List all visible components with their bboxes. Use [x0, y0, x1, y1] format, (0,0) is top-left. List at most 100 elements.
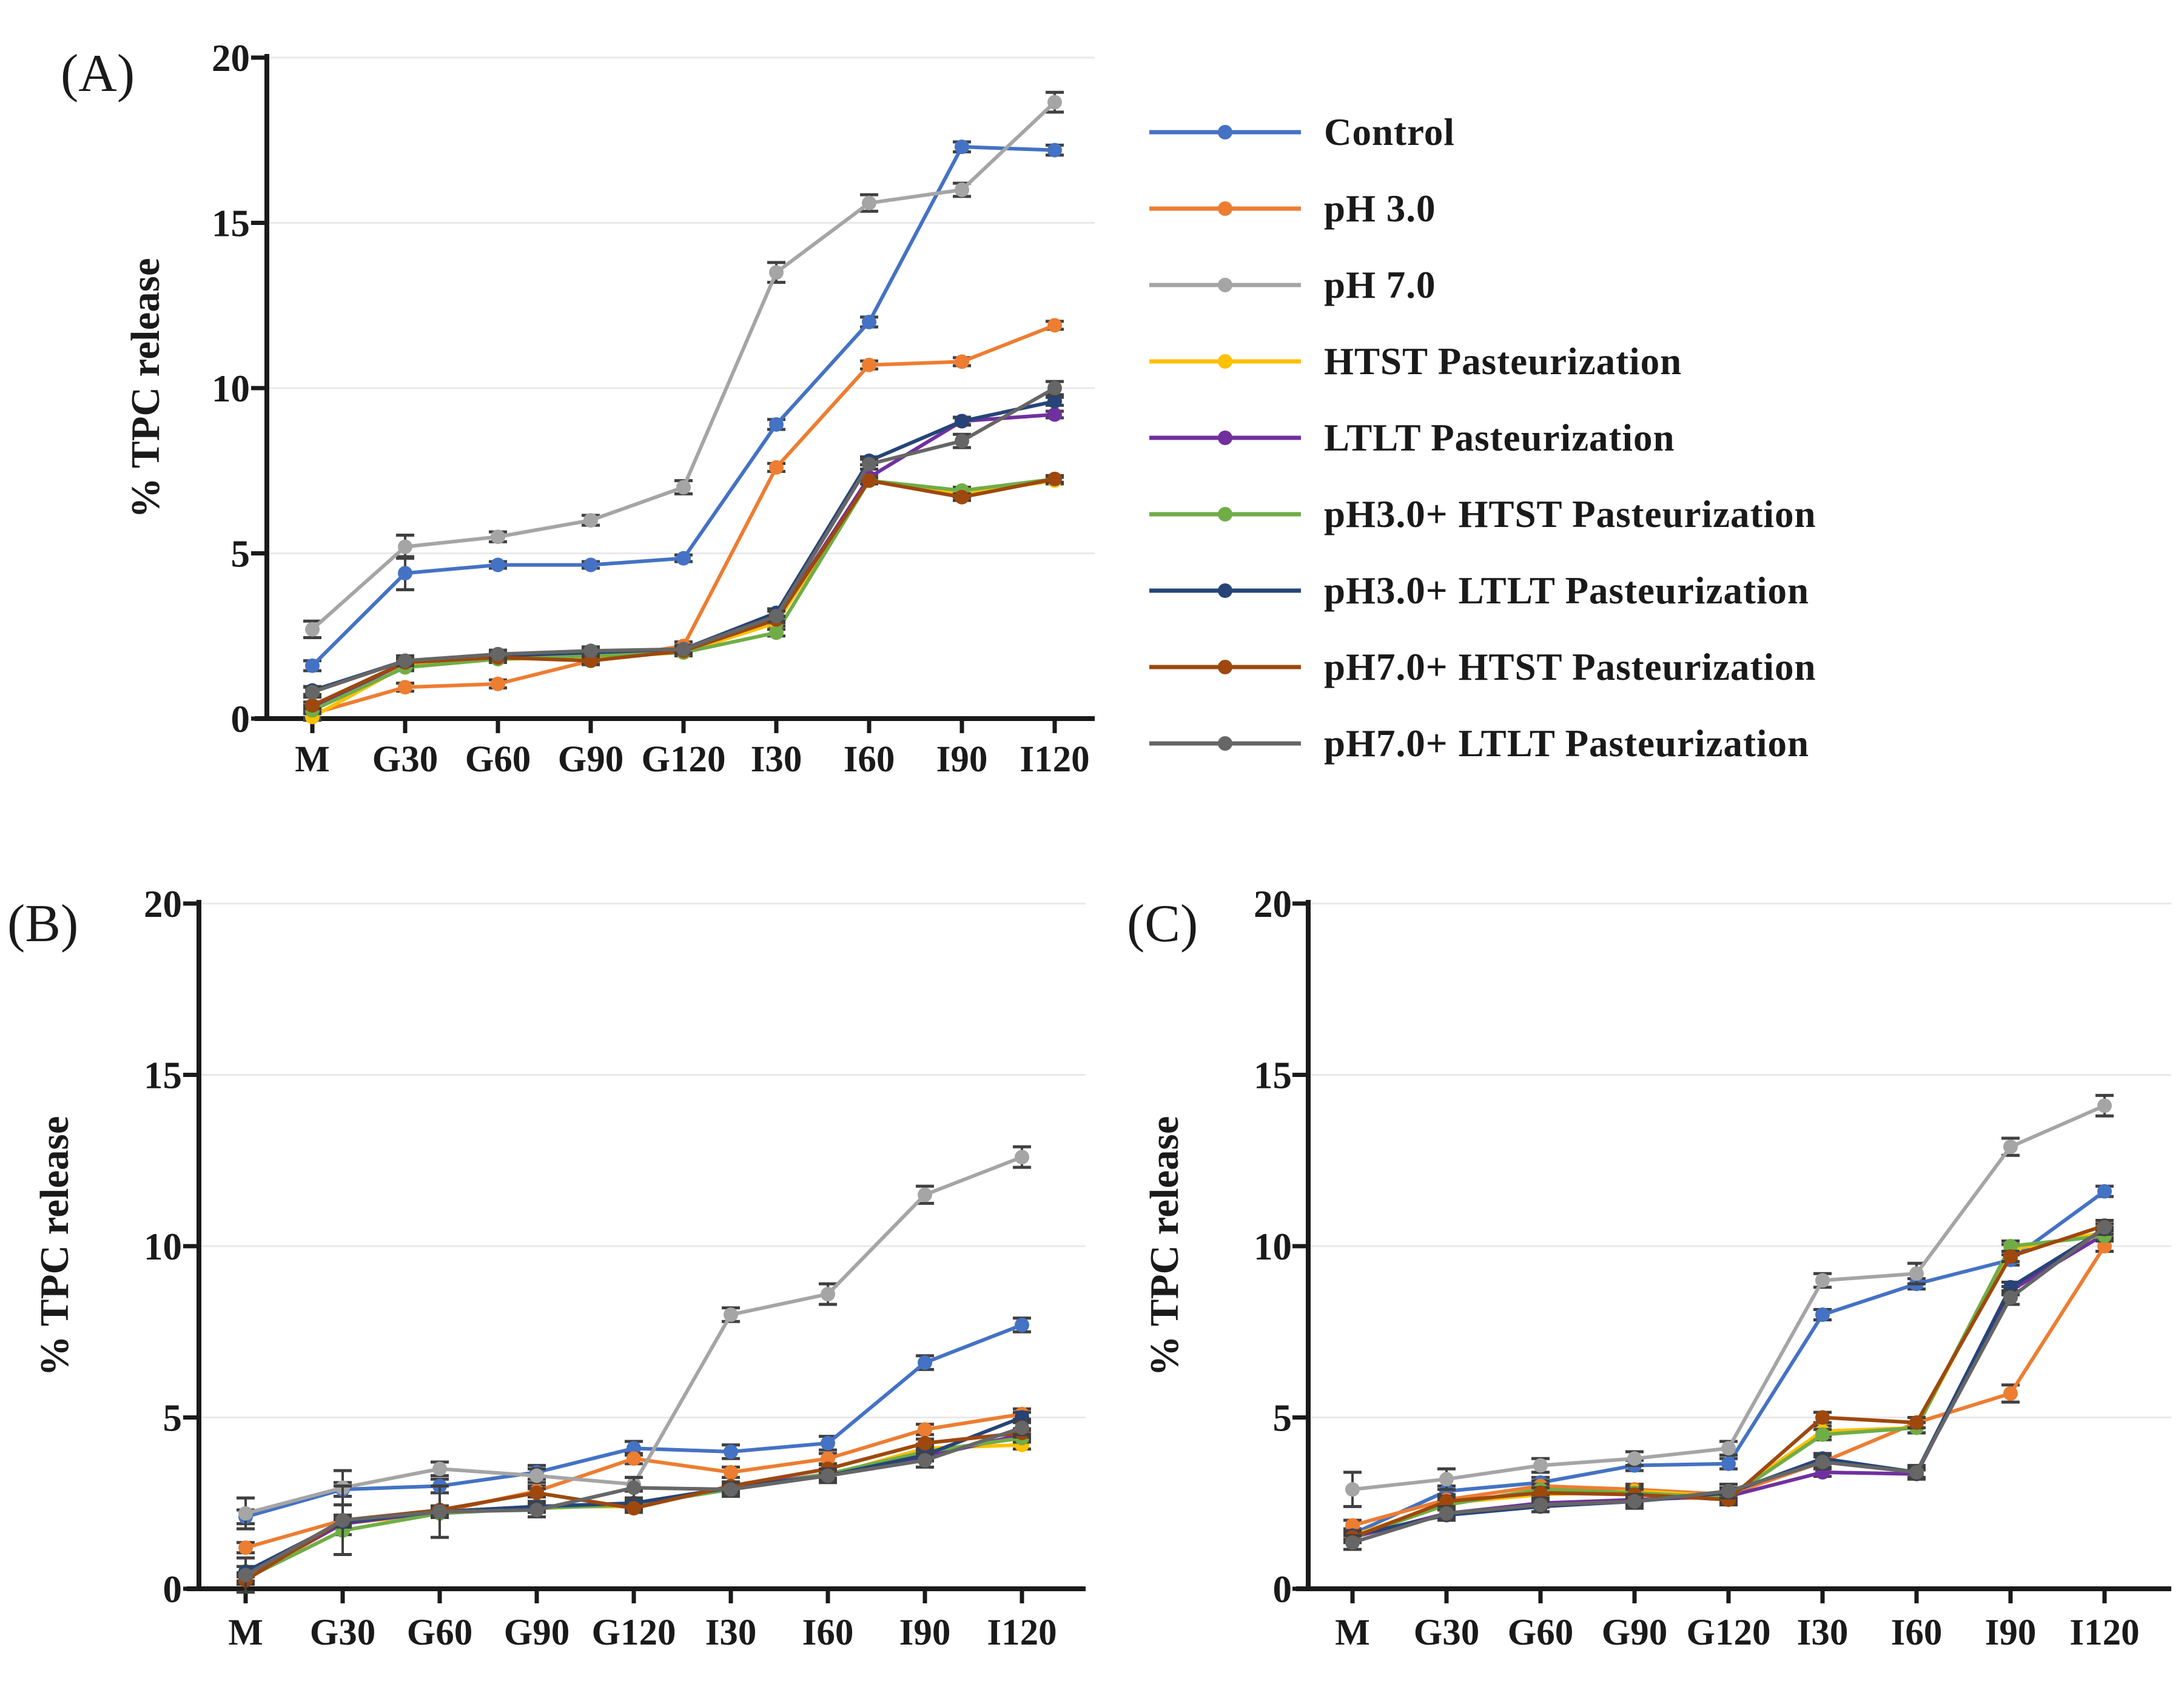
data-point-marker: [918, 1355, 932, 1370]
data-point-marker: [724, 1482, 738, 1497]
data-point-marker: [1047, 381, 1062, 395]
axes: [183, 900, 1086, 1603]
data-point-marker: [305, 658, 320, 673]
y-tick-label: 0: [231, 698, 250, 740]
x-category-label: M: [1335, 1612, 1370, 1653]
x-category-label: M: [228, 1612, 263, 1653]
data-point-marker: [1345, 1535, 1360, 1550]
y-axis-title: % TPC release: [1142, 1116, 1187, 1376]
series-ph-7.0: [237, 1145, 1031, 1531]
legend-item-ph70: pH 7.0: [1149, 247, 1816, 323]
data-point-marker: [1047, 95, 1062, 110]
data-point-marker: [1815, 1307, 1830, 1322]
data-point-marker: [1815, 1410, 1830, 1425]
data-point-marker: [1627, 1494, 1642, 1509]
y-axis-title: % TPC release: [123, 258, 168, 518]
data-point-marker: [1909, 1415, 1924, 1430]
x-category-label: I90: [1985, 1612, 2037, 1653]
x-category-label: G60: [465, 739, 531, 780]
data-point-marker: [432, 1504, 447, 1519]
data-point-marker: [676, 480, 691, 495]
data-point-marker: [2003, 1290, 2018, 1305]
y-tick-label: 5: [163, 1397, 183, 1440]
data-point-marker: [627, 1451, 641, 1466]
data-point-marker: [955, 434, 969, 449]
x-category-label: G120: [642, 739, 726, 780]
x-category-label: I120: [2069, 1612, 2139, 1653]
x-category-label: I120: [987, 1612, 1057, 1653]
gridlines: [1308, 902, 2171, 1418]
x-category-label: I90: [899, 1612, 951, 1653]
data-point-marker: [769, 417, 784, 432]
x-category-label: I30: [705, 1612, 757, 1653]
data-point-marker: [1015, 1420, 1029, 1435]
x-category-label: I60: [802, 1612, 854, 1653]
x-category-label: G120: [1687, 1612, 1771, 1653]
data-point-marker: [305, 685, 320, 700]
data-point-marker: [491, 676, 505, 691]
data-point-marker: [2003, 1249, 2018, 1264]
series-ph7.0+-ltlt-pasteurization: [237, 1419, 1031, 1594]
x-category-label: G60: [1508, 1612, 1573, 1653]
legend-label: pH 7.0: [1324, 263, 1436, 306]
data-point-marker: [1533, 1458, 1548, 1473]
x-category-label: G30: [310, 1612, 375, 1653]
data-point-marker: [1815, 1427, 1830, 1442]
series-line: [1351, 1189, 2106, 1536]
y-tick-label: 10: [144, 1226, 182, 1268]
y-tick-label: 15: [1254, 1055, 1292, 1097]
data-point-marker: [398, 566, 412, 581]
data-point-marker: [1627, 1451, 1642, 1466]
data-point-marker: [1815, 1454, 1830, 1469]
data-point-marker: [583, 643, 598, 659]
data-point-marker: [862, 357, 876, 372]
data-point-marker: [627, 1501, 641, 1516]
data-point-marker: [2097, 1219, 2112, 1235]
y-tick-label: 5: [231, 533, 250, 575]
data-point-marker: [583, 557, 598, 572]
legend-line-marker-icon: [1149, 507, 1301, 522]
x-category-label: G90: [504, 1612, 570, 1653]
series-ph7.0+-ltlt-pasteurization: [1343, 1219, 2114, 1551]
y-tick-label: 10: [212, 367, 250, 410]
data-point-marker: [769, 460, 784, 475]
data-point-marker: [238, 1506, 253, 1521]
legend-item-ph70-ltlt: pH7.0+ LTLT Pasteurization: [1149, 705, 1816, 782]
series-line: [311, 477, 1057, 713]
data-point-marker: [724, 1444, 738, 1459]
data-point-marker: [1721, 1441, 1736, 1456]
data-point-marker: [491, 557, 505, 572]
legend-label: pH3.0+ HTST Pasteurization: [1324, 492, 1816, 535]
legend-item-ph30-ltlt: pH3.0+ LTLT Pasteurization: [1149, 552, 1816, 629]
data-point-marker: [862, 457, 876, 472]
y-tick-label: 20: [144, 883, 182, 925]
panel-label: (B): [7, 894, 78, 953]
legend-item-ph30-htst: pH3.0+ HTST Pasteurization: [1149, 476, 1816, 552]
data-point-marker: [821, 1468, 835, 1483]
data-point-marker: [1047, 407, 1062, 422]
legend-label: pH7.0+ LTLT Pasteurization: [1324, 722, 1809, 765]
data-point-marker: [529, 1485, 544, 1500]
data-point-marker: [238, 1540, 253, 1555]
x-category-label: I90: [936, 739, 988, 780]
y-tick-label: 15: [212, 203, 250, 245]
x-category-label: G30: [372, 739, 438, 780]
data-point-marker: [821, 1451, 835, 1466]
series-line: [311, 477, 1057, 708]
data-point-marker: [335, 1513, 350, 1528]
data-point-marker: [2003, 1386, 2018, 1401]
series-line: [311, 145, 1057, 668]
data-point-marker: [821, 1435, 835, 1451]
x-category-label: I30: [1797, 1612, 1849, 1653]
panel-label: (A): [61, 44, 135, 103]
data-point-marker: [627, 1480, 641, 1495]
legend-item-ph30: pH 3.0: [1149, 170, 1816, 247]
data-point-marker: [2097, 1098, 2112, 1113]
series-control: [303, 139, 1064, 673]
x-category-label: I120: [1020, 739, 1089, 780]
axes: [1292, 900, 2171, 1603]
data-point-marker: [1047, 318, 1062, 333]
chart-panel-a: 0 5 10 15 20 M G30 G60 G90 G120 I30 I60 I90 I120 % TPC…: [61, 37, 1095, 780]
chart-legend: Control pH 3.0 pH 7.0 HTST Pasteurizatio…: [1149, 94, 1816, 782]
